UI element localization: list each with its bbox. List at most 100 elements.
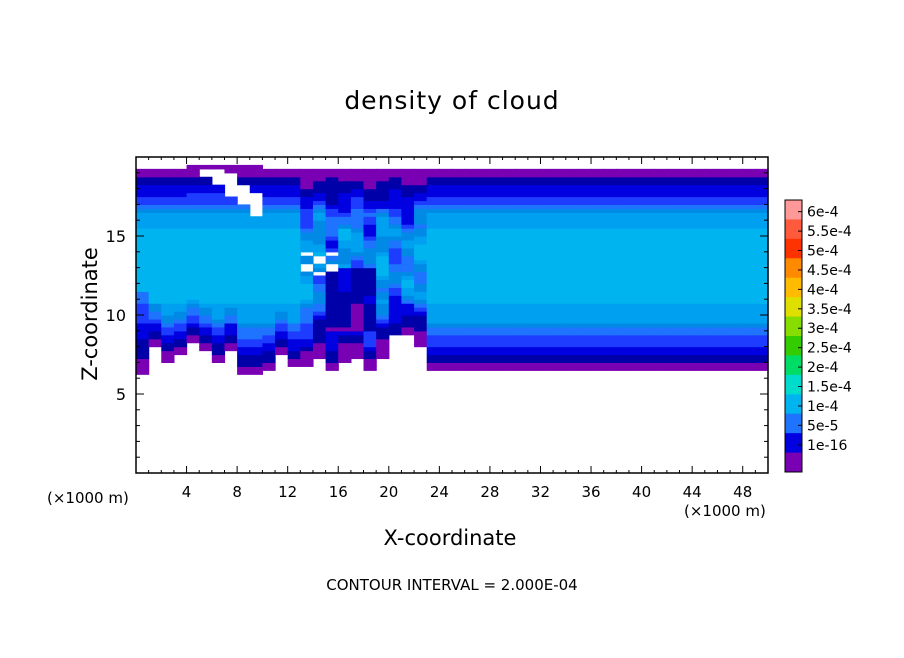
heatmap-cell bbox=[692, 275, 706, 281]
heatmap-cell bbox=[628, 315, 643, 320]
heatmap-cell bbox=[704, 299, 719, 304]
heatmap-cell bbox=[477, 259, 491, 265]
heatmap-cell bbox=[363, 176, 377, 182]
heatmap-cell bbox=[477, 212, 491, 217]
heatmap-cell bbox=[502, 346, 516, 352]
heatmap-cell bbox=[148, 338, 162, 344]
heatmap-cell bbox=[452, 366, 466, 371]
heatmap-cell bbox=[692, 224, 706, 229]
heatmap-cell bbox=[527, 180, 542, 186]
heatmap-cell bbox=[489, 350, 504, 356]
heatmap-cell bbox=[173, 334, 188, 340]
heatmap-cell bbox=[300, 311, 314, 316]
heatmap-cell bbox=[654, 259, 668, 265]
heatmap-cell bbox=[275, 283, 289, 288]
heatmap-cell bbox=[388, 303, 403, 308]
heatmap-cell bbox=[641, 358, 655, 363]
heatmap-cell bbox=[755, 212, 769, 217]
heatmap-cell bbox=[426, 176, 440, 182]
heatmap-cell bbox=[502, 251, 516, 257]
heatmap-cell bbox=[161, 271, 175, 277]
heatmap-cell bbox=[464, 311, 478, 316]
heatmap-cell bbox=[654, 263, 668, 269]
heatmap-cell bbox=[312, 291, 327, 296]
heatmap-cell bbox=[414, 228, 428, 233]
heatmap-cell bbox=[275, 176, 289, 182]
heatmap-cell bbox=[464, 212, 478, 217]
heatmap-cell bbox=[540, 168, 554, 174]
heatmap-cell bbox=[464, 346, 478, 352]
heatmap-cell bbox=[262, 346, 276, 352]
heatmap-cell bbox=[224, 239, 238, 245]
heatmap-cell bbox=[755, 271, 769, 277]
heatmap-cell bbox=[578, 216, 592, 221]
heatmap-cell bbox=[565, 299, 579, 304]
heatmap-cell bbox=[249, 315, 263, 320]
heatmap-cell bbox=[603, 295, 617, 300]
heatmap-cell bbox=[679, 334, 693, 340]
heatmap-cell bbox=[704, 220, 719, 225]
heatmap-cell bbox=[350, 342, 365, 348]
heatmap-cell bbox=[654, 295, 668, 300]
heatmap-cell bbox=[742, 311, 756, 316]
heatmap-cell bbox=[211, 311, 226, 316]
heatmap-cell bbox=[401, 172, 415, 178]
heatmap-cell bbox=[603, 192, 617, 198]
heatmap-cell bbox=[540, 354, 554, 360]
heatmap-cell bbox=[161, 275, 175, 281]
heatmap-cell bbox=[262, 326, 276, 332]
heatmap-cell bbox=[553, 311, 567, 316]
heatmap-cell bbox=[464, 180, 478, 186]
heatmap-cell bbox=[237, 232, 251, 237]
heatmap-cell bbox=[401, 271, 415, 277]
heatmap-cell bbox=[489, 322, 504, 328]
heatmap-cell bbox=[591, 212, 605, 217]
heatmap-cell bbox=[578, 311, 592, 316]
heatmap-cell bbox=[363, 192, 377, 198]
colorbar-swatch bbox=[785, 258, 802, 279]
heatmap-cell bbox=[287, 326, 301, 332]
heatmap-cell bbox=[300, 358, 314, 363]
heatmap-cell bbox=[211, 318, 226, 324]
heatmap-cell bbox=[477, 192, 491, 198]
heatmap-cell bbox=[654, 342, 668, 348]
heatmap-cell bbox=[439, 315, 453, 320]
heatmap-cell bbox=[755, 224, 769, 229]
heatmap-cell bbox=[628, 255, 643, 261]
heatmap-cell bbox=[186, 212, 200, 217]
heatmap-cell bbox=[262, 354, 276, 360]
heatmap-cell bbox=[148, 228, 162, 233]
heatmap-cell bbox=[224, 346, 238, 352]
heatmap-cell bbox=[489, 358, 504, 363]
heatmap-cell bbox=[666, 180, 681, 186]
heatmap-cell bbox=[237, 326, 251, 332]
heatmap-cell bbox=[224, 303, 238, 308]
heatmap-cell bbox=[477, 204, 491, 209]
heatmap-cell bbox=[148, 295, 162, 300]
heatmap-cell bbox=[502, 354, 516, 360]
heatmap-cell bbox=[414, 220, 428, 225]
heatmap-cell bbox=[325, 330, 339, 336]
heatmap-cell bbox=[730, 295, 744, 300]
heatmap-cell bbox=[603, 172, 617, 178]
heatmap-cell bbox=[692, 267, 706, 273]
heatmap-cell bbox=[388, 259, 403, 265]
heatmap-cell bbox=[388, 196, 403, 202]
heatmap-cell bbox=[161, 180, 175, 186]
heatmap-cell bbox=[755, 303, 769, 308]
heatmap-cell bbox=[464, 176, 478, 182]
heatmap-cell bbox=[603, 366, 617, 371]
heatmap-cell bbox=[603, 338, 617, 344]
heatmap-cell bbox=[679, 216, 693, 221]
heatmap-cell bbox=[755, 362, 769, 367]
heatmap-cell bbox=[186, 338, 200, 344]
heatmap-cell bbox=[350, 259, 365, 265]
heatmap-cell bbox=[312, 303, 327, 308]
heatmap-cell bbox=[338, 172, 352, 178]
heatmap-cell bbox=[527, 212, 542, 217]
heatmap-cell bbox=[477, 255, 491, 261]
heatmap-cell bbox=[287, 315, 301, 320]
heatmap-cell bbox=[173, 271, 188, 277]
heatmap-cell bbox=[300, 350, 314, 356]
heatmap-cell bbox=[414, 255, 428, 261]
